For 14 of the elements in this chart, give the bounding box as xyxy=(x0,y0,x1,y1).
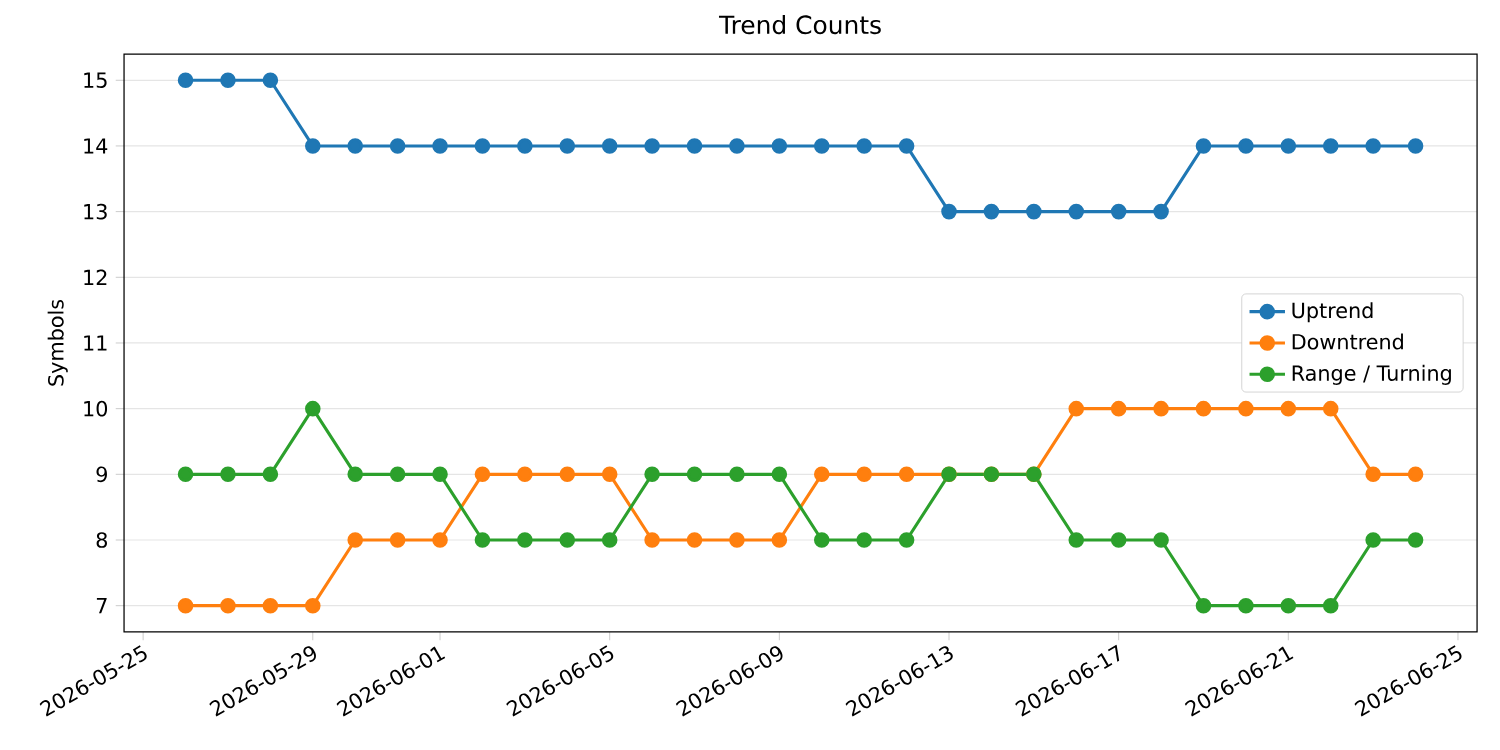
legend-label: Uptrend xyxy=(1292,302,1373,323)
y-tick-label: 11 xyxy=(84,335,107,351)
chart-title: Trend Counts xyxy=(718,14,881,35)
y-tick-label: 7 xyxy=(96,598,107,614)
y-tick-label: 9 xyxy=(96,466,107,483)
y-tick-label: 13 xyxy=(84,203,107,220)
y-tick-label: 12 xyxy=(84,269,107,285)
y-tick-label: 15 xyxy=(84,72,107,88)
y-axis-title: Symbols xyxy=(47,299,68,386)
legend-label: Downtrend xyxy=(1292,333,1403,350)
y-tick-label: 10 xyxy=(84,400,108,417)
legend-label: Range / Turning xyxy=(1292,364,1451,385)
y-tick-label: 8 xyxy=(96,532,107,548)
y-tick-label: 14 xyxy=(84,138,108,154)
